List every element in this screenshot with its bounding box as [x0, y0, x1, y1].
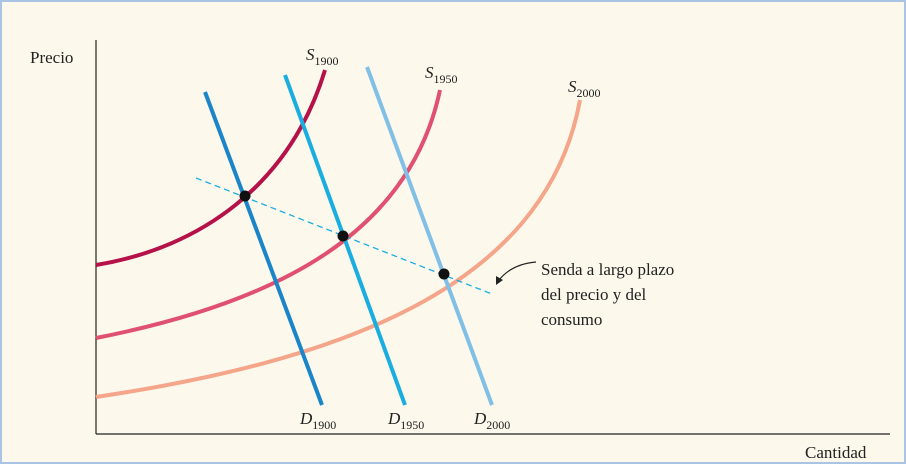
x-axis-label: Cantidad: [805, 443, 867, 462]
label-subscript: 2000: [486, 418, 510, 432]
label-letter: S: [568, 77, 577, 96]
arrow-head: [496, 276, 503, 285]
label-subscript: 1900: [315, 54, 339, 68]
label-subscript: 2000: [577, 86, 601, 100]
curve-label: D1900: [299, 409, 336, 432]
curve-label: D1950: [387, 409, 424, 432]
label-letter: D: [387, 409, 401, 428]
annotation-line: Senda a largo plazo: [541, 260, 674, 279]
label-letter: D: [473, 409, 487, 428]
equilibrium-point: [337, 230, 349, 242]
curve-label: S1950: [425, 63, 458, 86]
supply-curve: [95, 99, 582, 399]
curve-label: D2000: [473, 409, 510, 432]
label-subscript: 1900: [312, 418, 336, 432]
equilibrium-point: [239, 190, 251, 202]
annotation-line: consumo: [541, 310, 602, 329]
curve-label: S1900: [306, 45, 339, 68]
label-letter: D: [299, 409, 313, 428]
supply-curve: [95, 89, 442, 340]
annotation-line: del precio y del: [541, 285, 647, 304]
label-letter: S: [306, 45, 315, 64]
annotation-arrow: [498, 261, 537, 281]
demand-curve: [365, 66, 494, 406]
equilibrium-point: [438, 268, 450, 280]
supply-curve: [95, 69, 327, 267]
y-axis-label: Precio: [30, 48, 73, 67]
label-letter: S: [425, 63, 434, 82]
label-subscript: 1950: [400, 418, 424, 432]
label-subscript: 1950: [434, 72, 458, 86]
curve-label: S2000: [568, 77, 601, 100]
demand-curve: [203, 91, 324, 406]
